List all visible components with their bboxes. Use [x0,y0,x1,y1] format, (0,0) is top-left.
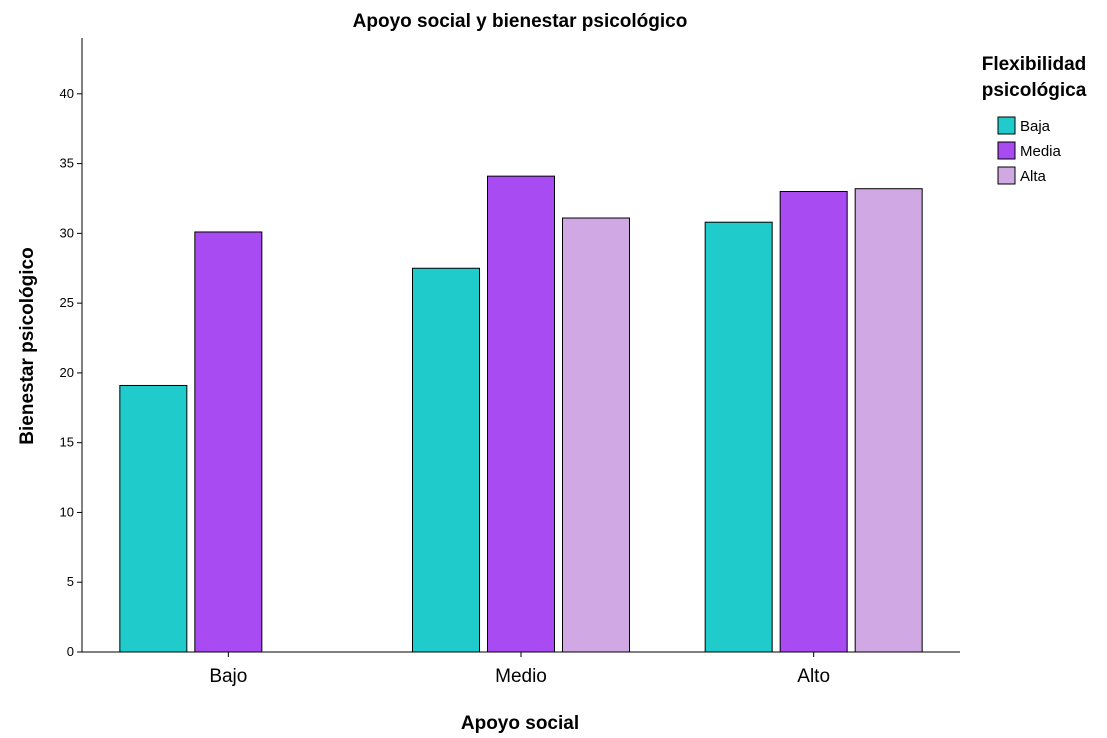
x-tick-label: Alto [797,666,830,687]
bar-alta-medio [562,217,630,653]
legend-title-line-1: Flexibilidad [982,54,1087,75]
bar-baja-medio [412,267,480,653]
y-tick-label: 30 [60,225,74,240]
y-tick-label: 10 [60,504,74,519]
legend-swatch-alta [997,166,1016,185]
y-tick-label: 20 [60,365,74,380]
bar-baja-bajo [119,384,188,653]
legend-label-baja: Baja [1020,118,1051,135]
legend: Flexibilidad psicológica Baja Media Alta [982,54,1087,185]
bar-media-bajo [194,231,263,653]
y-tick-label: 25 [60,295,74,310]
y-tick-label: 5 [67,574,74,589]
x-axis: Bajo Medio Alto [82,651,960,687]
legend-items: Baja Media Alta [997,116,1062,185]
y-tick-label: 40 [60,86,74,101]
y-tick-label: 15 [60,435,74,450]
x-tick-label: Medio [495,666,547,687]
x-axis-label: Apoyo social [461,713,579,734]
legend-swatch-baja [997,116,1016,135]
y-tick-label: 0 [67,644,74,659]
legend-title-line-2: psicológica [982,80,1087,101]
y-tick-label: 35 [60,156,74,171]
legend-label-alta: Alta [1020,168,1047,185]
bar-media-alto [779,191,848,653]
bar-media-medio [487,175,555,653]
legend-label-media: Media [1020,143,1062,160]
bar-baja-alto [704,221,773,653]
y-axis-label: Bienestar psicológico [17,247,38,444]
bar-alta-alto [854,188,923,653]
bars [119,175,923,653]
legend-swatch-media [997,141,1016,160]
y-axis: 0 5 10 15 20 25 30 35 40 [60,38,83,659]
x-tick-label: Bajo [209,666,247,687]
chart-title: Apoyo social y bienestar psicológico [353,11,688,32]
